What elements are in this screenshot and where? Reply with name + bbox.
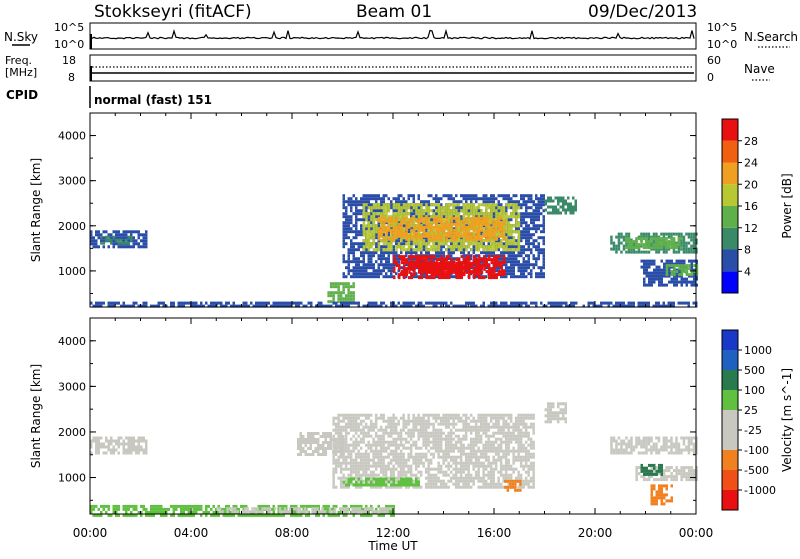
x-tick-label: 20:00	[578, 526, 613, 540]
power-colorbar-tick: 28	[744, 135, 758, 148]
velocity-colorbar-segment	[722, 350, 738, 370]
noise-left-tick-top: 10^5	[54, 21, 84, 34]
power-colorbar-segment	[722, 163, 738, 185]
date-title: 09/Dec/2013	[588, 2, 697, 22]
power-colorbar-segment	[722, 141, 738, 163]
y-tick-label: 1000	[58, 265, 86, 278]
beam-title: Beam 01	[356, 2, 432, 22]
velocity-ylabel: Slant Range [km]	[29, 364, 43, 468]
power-colorbar-tick: 8	[744, 244, 751, 257]
nave-tick-bottom: 0	[707, 71, 714, 84]
time-axis-labels: 00:00 04:00 08:00 12:00 16:00 20:00 00:00	[73, 526, 714, 540]
y-tick-label: 1000	[58, 472, 86, 485]
noise-left-tick-bottom: 10^0	[54, 38, 84, 51]
velocity-region	[90, 437, 148, 455]
freq-tick-top: 18	[62, 54, 76, 67]
velocity-colorbar-tick: 1000	[744, 344, 772, 357]
freq-unit-label: [MHz]	[5, 66, 37, 79]
power-region	[327, 282, 355, 303]
velocity-colorbar-label: Velocity [m s^-1]	[780, 368, 794, 472]
power-colorbar-segment	[722, 184, 738, 206]
nave-label: Nave	[744, 62, 775, 76]
power-ylabel: Slant Range [km]	[29, 158, 43, 262]
power-region	[545, 197, 578, 215]
y-tick-label: 4000	[58, 130, 86, 143]
velocity-colorbar-tick: 100	[744, 384, 765, 397]
velocity-colorbar-segment	[722, 490, 738, 510]
velocity-colorbar-segment	[722, 330, 738, 350]
x-tick-label: 12:00	[376, 526, 411, 540]
x-tick-label: 08:00	[275, 526, 310, 540]
power-colorbar-segment	[722, 250, 738, 272]
x-tick-label: 04:00	[174, 526, 209, 540]
velocity-colorbar-tick: -500	[744, 464, 769, 477]
power-colorbar: 4 8 12 16 20 24 28 Power [dB]	[722, 119, 794, 293]
nsky-label: N.Sky	[4, 30, 38, 44]
time-axis-title: Time UT	[367, 539, 418, 553]
x-tick-label: 16:00	[477, 526, 512, 540]
power-colorbar-tick: 16	[744, 200, 758, 213]
power-panel: 1000 2000 3000 4000 Slant Range [km]	[29, 113, 698, 308]
x-tick-label: 00:00	[73, 526, 108, 540]
velocity-colorbar-segment	[722, 450, 738, 470]
power-colorbar-segment	[722, 119, 738, 141]
velocity-panel: 1000 2000 3000 4000 Slant Range [km]	[29, 318, 698, 517]
velocity-colorbar-tick: 500	[744, 364, 765, 377]
power-colorbar-tick: 12	[744, 222, 758, 235]
x-tick-label: 00:00	[679, 526, 714, 540]
power-colorbar-tick: 20	[744, 178, 758, 191]
y-tick-label: 4000	[58, 335, 86, 348]
frequency-panel: Freq. [MHz] 18 8 60 0 Nave	[5, 54, 775, 84]
velocity-colorbar: 1000 500 100 25 -25 -100 -500 -1000 Velocity [m…	[722, 330, 794, 510]
velocity-data-regions	[90, 402, 698, 517]
velocity-colorbar-tick: -1000	[744, 484, 776, 497]
velocity-region	[343, 478, 421, 487]
velocity-colorbar-tick: -25	[744, 424, 762, 437]
power-colorbar-segment	[722, 228, 738, 250]
velocity-region	[332, 414, 535, 489]
velocity-colorbar-segment	[722, 470, 738, 490]
freq-tick-bottom: 8	[68, 71, 75, 84]
velocity-colorbar-segment	[722, 370, 738, 390]
velocity-colorbar-tick: -100	[744, 444, 769, 457]
velocity-colorbar-segment	[722, 410, 738, 430]
power-colorbar-tick: 4	[744, 265, 751, 278]
velocity-y-ticks: 1000 2000 3000 4000	[58, 318, 696, 500]
power-data-regions	[90, 194, 698, 307]
noise-right-tick-bottom: 10^0	[707, 38, 737, 51]
nave-tick-top: 60	[707, 54, 721, 67]
cpid-value: normal (fast) 151	[94, 93, 212, 107]
power-region	[625, 237, 683, 249]
y-tick-label: 3000	[58, 380, 86, 393]
power-colorbar-segment	[722, 206, 738, 228]
power-region	[378, 217, 506, 241]
y-tick-label: 2000	[58, 220, 86, 233]
cpid-label: CPID	[6, 88, 38, 102]
velocity-colorbar-segment	[722, 390, 738, 410]
power-colorbar-label: Power [dB]	[780, 173, 794, 238]
velocity-region	[651, 484, 674, 505]
velocity-region	[610, 437, 698, 455]
y-tick-label: 3000	[58, 175, 86, 188]
station-title: Stokkseyri (fitACF)	[94, 2, 252, 22]
nsearch-label: N.Search	[744, 30, 798, 44]
velocity-colorbar-segment	[722, 430, 738, 450]
power-colorbar-segment	[722, 271, 738, 293]
noise-right-tick-top: 10^5	[707, 21, 737, 34]
noise-sky-trace	[92, 31, 694, 39]
noise-panel: N.Sky 10^5 10^0 10^5 10^0 N.Search	[4, 21, 798, 51]
power-colorbar-tick: 24	[744, 157, 758, 170]
y-tick-label: 2000	[58, 426, 86, 439]
velocity-region	[545, 402, 568, 423]
velocity-colorbar-tick: 25	[744, 404, 758, 417]
